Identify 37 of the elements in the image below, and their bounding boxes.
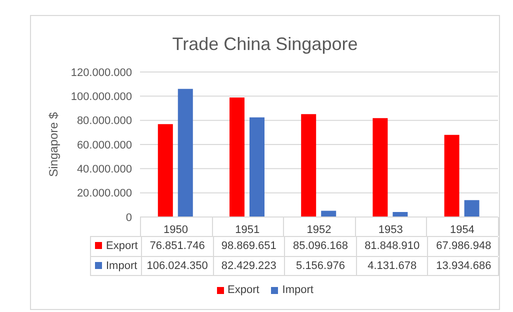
x-tick-label: 1953 xyxy=(378,224,403,236)
x-tick-label: 1954 xyxy=(450,224,474,236)
bar xyxy=(464,200,480,217)
bar xyxy=(230,98,244,217)
bar xyxy=(372,118,388,217)
bar xyxy=(178,88,193,217)
data-label: 5.156.976 xyxy=(284,257,356,276)
data-label: 13.934.686 xyxy=(427,257,499,276)
bar xyxy=(301,114,316,217)
data-label: 106.024.350 xyxy=(141,257,213,276)
y-tick-label: 120.000.000 xyxy=(70,66,132,79)
data-label: 82.429.223 xyxy=(212,257,284,276)
y-tick-label: 0 xyxy=(126,212,132,224)
bar xyxy=(444,134,460,217)
y-tick-label: 40.000.000 xyxy=(76,164,132,176)
data-label: 67.986.948 xyxy=(427,237,499,256)
data-label: 85.096.168 xyxy=(284,237,356,256)
data-label: 4.131.678 xyxy=(356,257,428,276)
y-tick-label: 60.000.000 xyxy=(76,139,132,152)
text: Import xyxy=(282,284,314,296)
chart-title: Trade China Singapore xyxy=(171,34,359,55)
data-label: 98.869.651 xyxy=(212,237,284,256)
bar xyxy=(250,117,264,217)
x-tick-label: 1951 xyxy=(235,224,260,236)
legend-label: Export xyxy=(105,240,139,252)
y-tick-label: 100.000.000 xyxy=(70,91,132,104)
data-label: 81.848.910 xyxy=(356,237,428,256)
legend-label: Import xyxy=(105,260,138,272)
text: Export xyxy=(228,284,260,296)
bar xyxy=(392,212,408,217)
y-tick-label: 80.000.000 xyxy=(76,115,132,128)
x-tick-label: 1950 xyxy=(164,224,188,236)
x-tick-label: 1952 xyxy=(306,224,332,236)
y-axis-title: Singapore $ xyxy=(46,112,60,177)
y-tick-label: 20.000.000 xyxy=(76,188,132,200)
data-label: 76.851.746 xyxy=(141,237,213,256)
bar xyxy=(158,124,173,217)
